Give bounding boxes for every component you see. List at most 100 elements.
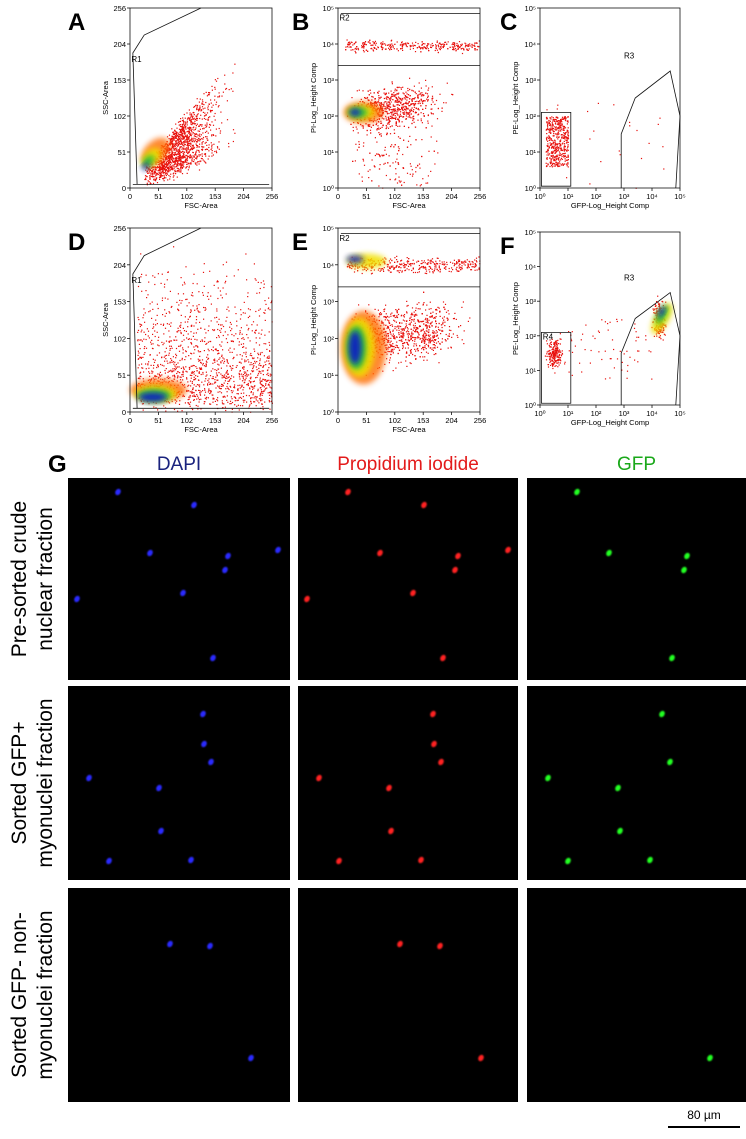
event-dot xyxy=(181,149,182,150)
event-dot xyxy=(446,44,447,45)
event-dot xyxy=(170,340,171,341)
scatter-panel: CR310⁰10¹10²10³10⁴10⁵10⁰10¹10²10³10⁴10⁵G… xyxy=(500,4,686,210)
event-dot xyxy=(256,280,257,281)
event-dot xyxy=(246,374,247,375)
event-dot xyxy=(368,124,369,125)
y-axis-label: SSC-Area xyxy=(101,302,110,337)
event-dot xyxy=(568,132,569,133)
event-dot xyxy=(250,340,251,341)
event-dot xyxy=(372,159,373,160)
event-dot xyxy=(197,384,198,385)
event-dot xyxy=(160,176,161,177)
event-dot xyxy=(658,124,659,125)
event-dot xyxy=(138,352,139,353)
event-dot xyxy=(152,348,153,349)
event-dot xyxy=(176,132,177,133)
event-dot xyxy=(167,323,168,324)
event-dot xyxy=(194,121,195,122)
event-dot xyxy=(157,315,158,316)
event-dot xyxy=(560,159,561,160)
event-dot xyxy=(437,50,438,51)
event-dot xyxy=(397,87,398,88)
event-dot xyxy=(202,103,203,104)
event-dot xyxy=(393,92,394,93)
event-dot xyxy=(205,307,206,308)
event-dot xyxy=(158,167,159,168)
event-dot xyxy=(176,364,177,365)
event-dot xyxy=(247,376,248,377)
event-dot xyxy=(194,392,195,393)
event-dot xyxy=(166,355,167,356)
event-dot xyxy=(170,141,171,142)
event-dot xyxy=(432,86,433,87)
event-dot xyxy=(196,339,197,340)
event-dot xyxy=(434,151,435,152)
event-dot xyxy=(152,302,153,303)
event-dot xyxy=(186,162,187,163)
event-dot xyxy=(194,159,195,160)
event-dot xyxy=(139,344,140,345)
event-dot xyxy=(144,322,145,323)
event-dot xyxy=(390,126,391,127)
event-dot xyxy=(567,141,568,142)
event-dot xyxy=(190,120,191,121)
event-dot xyxy=(178,170,179,171)
event-dot xyxy=(393,104,394,105)
event-dot xyxy=(183,335,184,336)
event-dot xyxy=(176,302,177,303)
event-dot xyxy=(243,387,244,388)
event-dot xyxy=(184,142,185,143)
event-dot xyxy=(166,157,167,158)
event-dot xyxy=(204,263,205,264)
event-dot xyxy=(199,108,200,109)
event-dot xyxy=(167,160,168,161)
event-dot xyxy=(221,341,222,342)
event-dot xyxy=(375,102,376,103)
event-dot xyxy=(220,332,221,333)
event-dot xyxy=(211,304,212,305)
event-dot xyxy=(156,367,157,368)
event-dot xyxy=(150,178,151,179)
event-dot xyxy=(559,163,560,164)
event-dot xyxy=(253,321,254,322)
event-dot xyxy=(395,100,396,101)
event-dot xyxy=(151,365,152,366)
event-dot xyxy=(397,153,398,154)
event-dot xyxy=(267,356,268,357)
event-dot xyxy=(176,145,177,146)
event-dot xyxy=(153,365,154,366)
event-dot xyxy=(387,162,388,163)
event-dot xyxy=(180,169,181,170)
density-blob xyxy=(349,109,360,116)
event-dot xyxy=(251,324,252,325)
event-dot xyxy=(186,337,187,338)
event-dot xyxy=(406,118,407,119)
event-dot xyxy=(159,352,160,353)
event-dot xyxy=(185,316,186,317)
event-dot xyxy=(253,392,254,393)
event-dot xyxy=(398,102,399,103)
event-dot xyxy=(165,328,166,329)
event-dot xyxy=(373,97,374,98)
event-dot xyxy=(192,295,193,296)
event-dot xyxy=(171,150,172,151)
event-dot xyxy=(212,329,213,330)
event-dot xyxy=(251,362,252,363)
event-dot xyxy=(195,134,196,135)
event-dot xyxy=(395,102,396,103)
event-dot xyxy=(199,401,200,402)
event-dot xyxy=(199,102,200,103)
event-dot xyxy=(163,171,164,172)
event-dot xyxy=(398,50,399,51)
event-dot xyxy=(559,151,560,152)
event-dot xyxy=(409,78,410,79)
event-dot xyxy=(141,325,142,326)
event-dot xyxy=(412,103,413,104)
event-dot xyxy=(372,45,373,46)
event-dot xyxy=(152,167,153,168)
event-dot xyxy=(182,347,183,348)
event-dot xyxy=(172,139,173,140)
event-dot xyxy=(221,346,222,347)
event-dot xyxy=(241,363,242,364)
event-dot xyxy=(269,309,270,310)
